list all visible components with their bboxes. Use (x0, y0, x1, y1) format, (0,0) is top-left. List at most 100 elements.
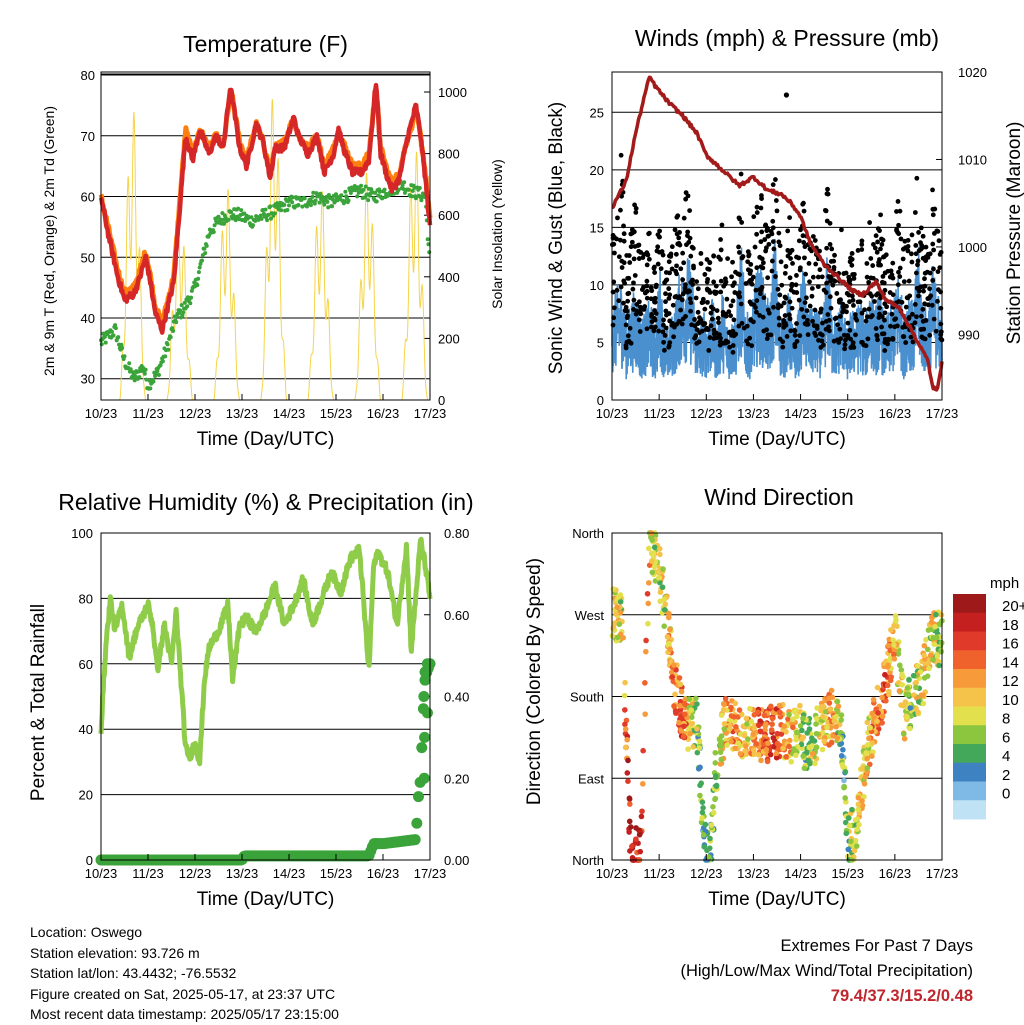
gust-point (814, 326, 820, 331)
direction-point (798, 741, 805, 748)
direction-point (694, 726, 700, 732)
gust-point (749, 281, 755, 287)
direction-point (667, 646, 673, 653)
gust-point (867, 291, 873, 297)
gust-point (758, 291, 763, 297)
x-tick-label: 16/23 (879, 866, 912, 881)
gust-point (800, 233, 806, 239)
gust-point (753, 287, 759, 293)
gust-point (730, 298, 736, 304)
gust-point (656, 234, 662, 240)
gust-point (628, 340, 634, 346)
gust-point (612, 250, 617, 256)
direction-point (649, 569, 656, 576)
gust-point (872, 299, 877, 304)
gust-point (759, 229, 765, 235)
direction-point (639, 808, 645, 815)
gust-point (635, 243, 641, 248)
direction-point (699, 815, 705, 821)
dewpoint-point (236, 206, 241, 211)
direction-point (793, 752, 799, 759)
gust-point (813, 261, 819, 267)
gust-point (680, 250, 686, 256)
dewpoint-point (120, 345, 125, 350)
gust-point (782, 270, 788, 276)
direction-point (764, 758, 771, 765)
gust-point (637, 329, 643, 334)
gust-point (912, 320, 918, 326)
direction-point (938, 649, 944, 655)
direction-point (927, 652, 934, 659)
gust-point (656, 249, 662, 255)
gust-point (775, 286, 781, 292)
direction-point (821, 738, 828, 745)
gust-point (616, 254, 622, 260)
direction-point (682, 711, 688, 718)
gust-point (741, 325, 747, 331)
gust-point (773, 177, 778, 182)
x-axis-label: Time (Day/UTC) (708, 429, 846, 450)
gust-point (679, 321, 685, 327)
direction-point (777, 709, 783, 716)
direction-point (681, 701, 688, 707)
legend-label: 10 (1002, 692, 1019, 709)
gust-point (692, 317, 697, 322)
x-tick-label: 13/23 (737, 406, 770, 421)
gust-point (792, 328, 798, 334)
dewpoint-point (188, 301, 193, 306)
direction-point (813, 730, 820, 737)
direction-point (712, 749, 719, 756)
gust-point (771, 304, 776, 310)
direction-point (642, 711, 648, 717)
direction-point (613, 611, 619, 617)
y2-tick-label: 0.40 (444, 690, 469, 705)
gust-point (763, 222, 769, 228)
dewpoint-point (202, 246, 207, 251)
gust-point (855, 248, 861, 253)
gust-point (890, 335, 896, 341)
dewpoint-point (374, 199, 379, 204)
direction-point (744, 721, 750, 727)
gust-point (896, 269, 901, 275)
gust-point (728, 313, 734, 319)
dewpoint-point (312, 201, 317, 206)
gust-point (879, 331, 885, 337)
direction-point (645, 620, 651, 627)
gust-point (835, 322, 841, 328)
gust-point (802, 244, 808, 250)
gust-point (638, 311, 644, 317)
gust-point (747, 335, 753, 341)
direction-point (854, 816, 861, 822)
dewpoint-point (359, 183, 364, 188)
legend-swatch (953, 650, 986, 670)
gust-point (736, 250, 742, 255)
x-tick-label: 11/23 (132, 406, 164, 421)
gust-point (730, 343, 736, 348)
legend-swatch (953, 725, 986, 745)
legend-label: 6 (1002, 729, 1010, 746)
gust-point (927, 286, 932, 292)
dewpoint-point (168, 335, 173, 340)
dewpoint-point (127, 361, 132, 366)
direction-point (859, 798, 865, 804)
direction-point (750, 731, 756, 738)
gust-point (794, 254, 799, 260)
gust-point (918, 225, 924, 231)
gust-point (859, 238, 865, 244)
gust-point (938, 321, 944, 327)
gust-point (623, 322, 629, 328)
dewpoint-point (409, 194, 414, 199)
direction-point (743, 715, 750, 722)
gust-point (844, 291, 850, 296)
gust-point (752, 244, 758, 250)
gust-point (691, 265, 696, 271)
gust-point (938, 329, 944, 335)
legend-swatch (953, 594, 986, 614)
y-axis-label: Percent & Total Rainfall (28, 604, 49, 801)
gust-point (912, 210, 918, 215)
direction-point (672, 691, 678, 698)
gust-point (714, 308, 720, 314)
dewpoint-point (101, 331, 106, 336)
gust-point (778, 259, 784, 265)
y2-tick-label: 600 (438, 208, 460, 223)
